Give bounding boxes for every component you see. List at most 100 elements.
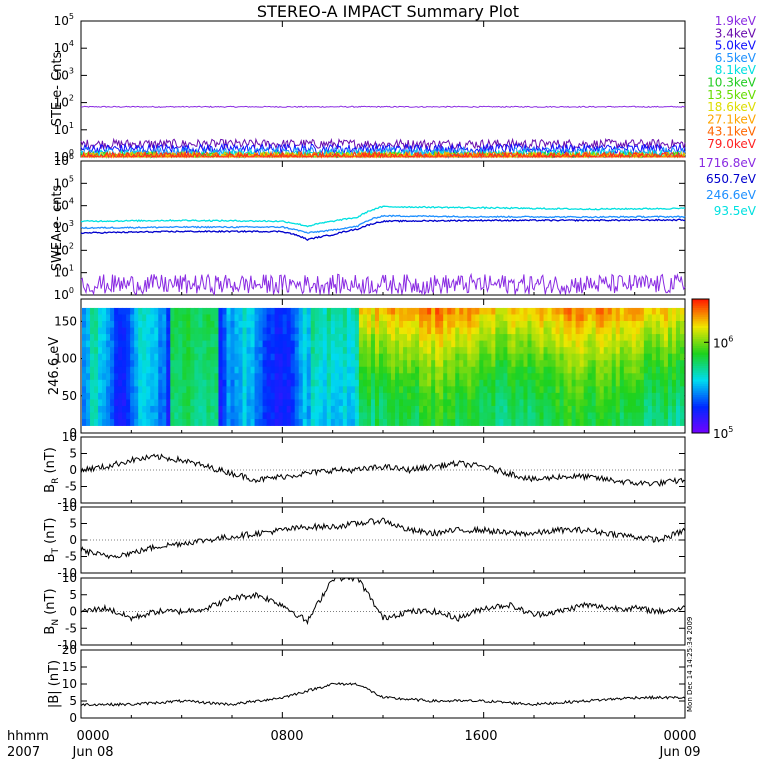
- pad-cell: [82, 405, 87, 413]
- pad-cell: [523, 321, 528, 328]
- pad-cell: [194, 392, 199, 400]
- pad-cell: [346, 366, 352, 374]
- pad-cell: [403, 347, 408, 355]
- pad-cell: [242, 386, 247, 394]
- pad-cell: [463, 340, 468, 348]
- pad-cell: [443, 373, 448, 381]
- pad-cell: [483, 392, 488, 400]
- pad-cell: [130, 392, 135, 400]
- pad-cell: [635, 399, 641, 407]
- pad-cell: [467, 334, 472, 341]
- pad-cell: [98, 347, 103, 355]
- pad-cell: [330, 353, 336, 361]
- pad-cell: [523, 347, 528, 355]
- pad-cell: [519, 419, 524, 426]
- pad-cell: [515, 307, 520, 315]
- pad-cell: [663, 340, 669, 348]
- pad-cell: [583, 386, 589, 394]
- colorbar-segment: [692, 415, 709, 418]
- pad-cell: [266, 366, 272, 374]
- pad-cell: [130, 327, 135, 335]
- pad-cell: [619, 399, 625, 407]
- pad-cell: [194, 340, 199, 348]
- pad-cell: [182, 307, 187, 315]
- pad-ylabel: 246.6 eV: [47, 337, 62, 395]
- pad-cell: [190, 379, 195, 387]
- pad-cell: [543, 373, 548, 381]
- pad-cell: [423, 399, 428, 407]
- colorbar-segment: [692, 312, 709, 316]
- pad-cell: [86, 327, 91, 335]
- pad-cell: [559, 379, 564, 387]
- pad-cell: [407, 399, 412, 407]
- pad-cell: [439, 386, 444, 394]
- pad-cell: [150, 321, 155, 328]
- pad-cell: [595, 405, 601, 413]
- pad-cell: [150, 366, 155, 374]
- pad-cell: [134, 399, 139, 407]
- pad-cell: [314, 314, 320, 322]
- pad-cell: [435, 419, 440, 426]
- pad-cell: [459, 360, 464, 368]
- pad-cell: [631, 412, 637, 420]
- pad-cell: [294, 419, 300, 426]
- pad-cell: [182, 386, 187, 394]
- pad-cell: [675, 321, 681, 328]
- pad-cell: [190, 386, 195, 394]
- pad-cell: [234, 412, 239, 420]
- pad-cell: [258, 340, 263, 348]
- pad-cell: [378, 321, 384, 328]
- pad-cell: [294, 327, 300, 335]
- pad-cell: [667, 360, 673, 368]
- pad-cell: [383, 373, 388, 381]
- pad-cell: [266, 314, 272, 322]
- pad-cell: [527, 334, 532, 341]
- pad-cell: [475, 321, 480, 328]
- pad-cell: [86, 379, 91, 387]
- pad-cell: [194, 321, 199, 328]
- pad-cell: [254, 405, 259, 413]
- pad-cell: [354, 334, 360, 341]
- pad-cell: [639, 405, 645, 413]
- pad-cell: [451, 321, 456, 328]
- pad-cell: [559, 353, 564, 361]
- pad-cell: [154, 373, 159, 381]
- pad-cell: [567, 353, 573, 361]
- pad-cell: [623, 379, 629, 387]
- pad-cell: [655, 347, 661, 355]
- pad-cell: [535, 386, 540, 394]
- pad-cell: [350, 360, 356, 368]
- pad-cell: [563, 366, 569, 374]
- pad-cell: [387, 379, 392, 387]
- pad-cell: [182, 412, 187, 420]
- pad-cell: [535, 419, 540, 426]
- pad-cell: [575, 307, 581, 315]
- pad-cell: [222, 419, 227, 426]
- pad-cell: [463, 399, 468, 407]
- pad-cell: [346, 327, 352, 335]
- pad-cell: [411, 340, 416, 348]
- pad-cell: [326, 360, 332, 368]
- pad-cell: [499, 412, 504, 420]
- pad-cell: [631, 314, 637, 322]
- pad-cell: [639, 379, 645, 387]
- pad-cell: [635, 353, 641, 361]
- pad-cell: [278, 307, 284, 315]
- pad-cell: [639, 327, 645, 335]
- colorbar-segment: [692, 330, 709, 333]
- pad-cell: [250, 334, 255, 341]
- ste-legend-6: 13.5keV: [707, 88, 757, 102]
- pad-cells-group: [82, 307, 685, 426]
- pad-cell: [198, 321, 203, 328]
- pad-cell: [330, 321, 336, 328]
- pad-cell: [94, 327, 99, 335]
- pad-cell: [583, 321, 589, 328]
- pad-cell: [142, 366, 147, 374]
- colorbar-segment: [692, 399, 709, 403]
- bn-ytick-label-0: -10: [57, 638, 77, 652]
- pad-cell: [423, 419, 428, 426]
- pad-cell: [338, 340, 344, 348]
- pad-cell: [423, 340, 428, 348]
- pad-cell: [146, 412, 151, 420]
- pad-cell: [94, 392, 99, 400]
